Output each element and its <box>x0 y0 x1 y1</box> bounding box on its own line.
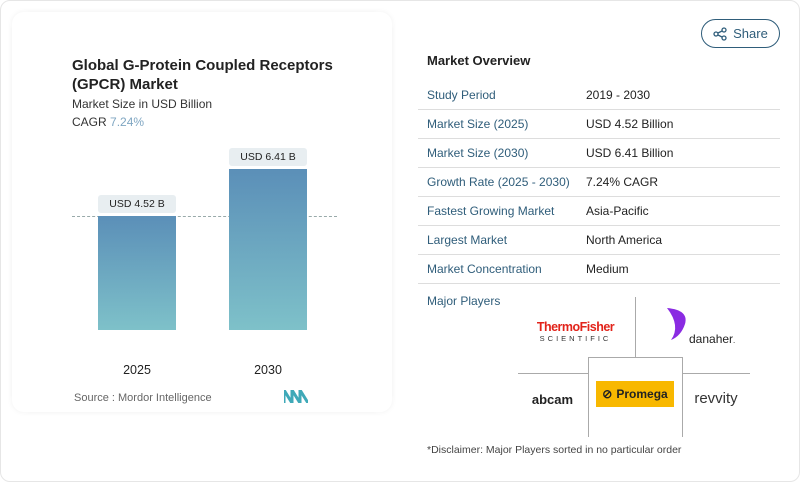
overview-row: Market Size (2030) USD 6.41 Billion <box>418 139 780 168</box>
x-tick-label: 2030 <box>254 363 282 377</box>
logo-thermofisher: ThermoFisher SCIENTIFIC <box>536 320 615 343</box>
row-value: Medium <box>586 262 629 276</box>
row-key: Fastest Growing Market <box>427 204 555 218</box>
source: Source : Mordor Intelligence <box>74 392 212 404</box>
chart-title: Global G-Protein Coupled Receptors (GPCR… <box>72 57 333 93</box>
row-value: USD 4.52 Billion <box>586 117 674 131</box>
row-key: Market Concentration <box>427 262 542 276</box>
row-value: Asia-Pacific <box>586 204 649 218</box>
overview-row: Market Concentration Medium <box>418 255 780 284</box>
overview-row: Market Size (2025) USD 4.52 Billion <box>418 110 780 139</box>
overview-row: Growth Rate (2025 - 2030) 7.24% CAGR <box>418 168 780 197</box>
divider <box>635 297 636 357</box>
major-players-title: Major Players <box>427 294 501 308</box>
share-icon <box>713 26 727 41</box>
bar-2030 <box>229 169 307 330</box>
cagr-value: 7.24% <box>110 115 145 129</box>
logo-abcam: abcam <box>531 392 574 407</box>
row-value: 2019 - 2030 <box>586 88 651 102</box>
cagr: CAGR 7.24% <box>72 115 144 129</box>
logo-promega: ⊘ Promega <box>596 381 674 407</box>
x-tick-label: 2025 <box>123 363 151 377</box>
row-key: Growth Rate (2025 - 2030) <box>427 175 570 189</box>
row-value: 7.24% CAGR <box>586 175 659 189</box>
data-label: USD 6.41 B <box>229 148 307 166</box>
row-value: USD 6.41 Billion <box>586 146 674 160</box>
mordor-logo-icon <box>284 390 308 403</box>
overview-row: Fastest Growing Market Asia-Pacific <box>418 197 780 226</box>
overview-row: Largest Market North America <box>418 226 780 255</box>
chart-subtitle: Market Size in USD Billion <box>72 97 213 111</box>
chart-card <box>12 12 392 412</box>
bar-2025 <box>98 216 176 330</box>
share-label: Share <box>733 26 768 41</box>
row-value: North America <box>586 233 663 247</box>
share-button[interactable]: Share <box>701 19 780 48</box>
market-overview-title: Market Overview <box>427 53 531 68</box>
data-label: USD 4.52 B <box>98 195 176 214</box>
row-key: Market Size (2030) <box>427 146 529 160</box>
row-key: Largest Market <box>427 233 508 247</box>
disclaimer: *Disclaimer: Major Players sorted in no … <box>427 444 682 456</box>
logo-revvity: revvity <box>694 390 738 407</box>
cagr-label: CAGR <box>72 115 107 129</box>
logo-danaher: danaher. <box>665 306 740 348</box>
overview-row: Study Period 2019 - 2030 <box>418 81 780 110</box>
reference-line <box>72 216 337 218</box>
row-key: Market Size (2025) <box>427 117 529 131</box>
row-key: Study Period <box>427 88 496 102</box>
